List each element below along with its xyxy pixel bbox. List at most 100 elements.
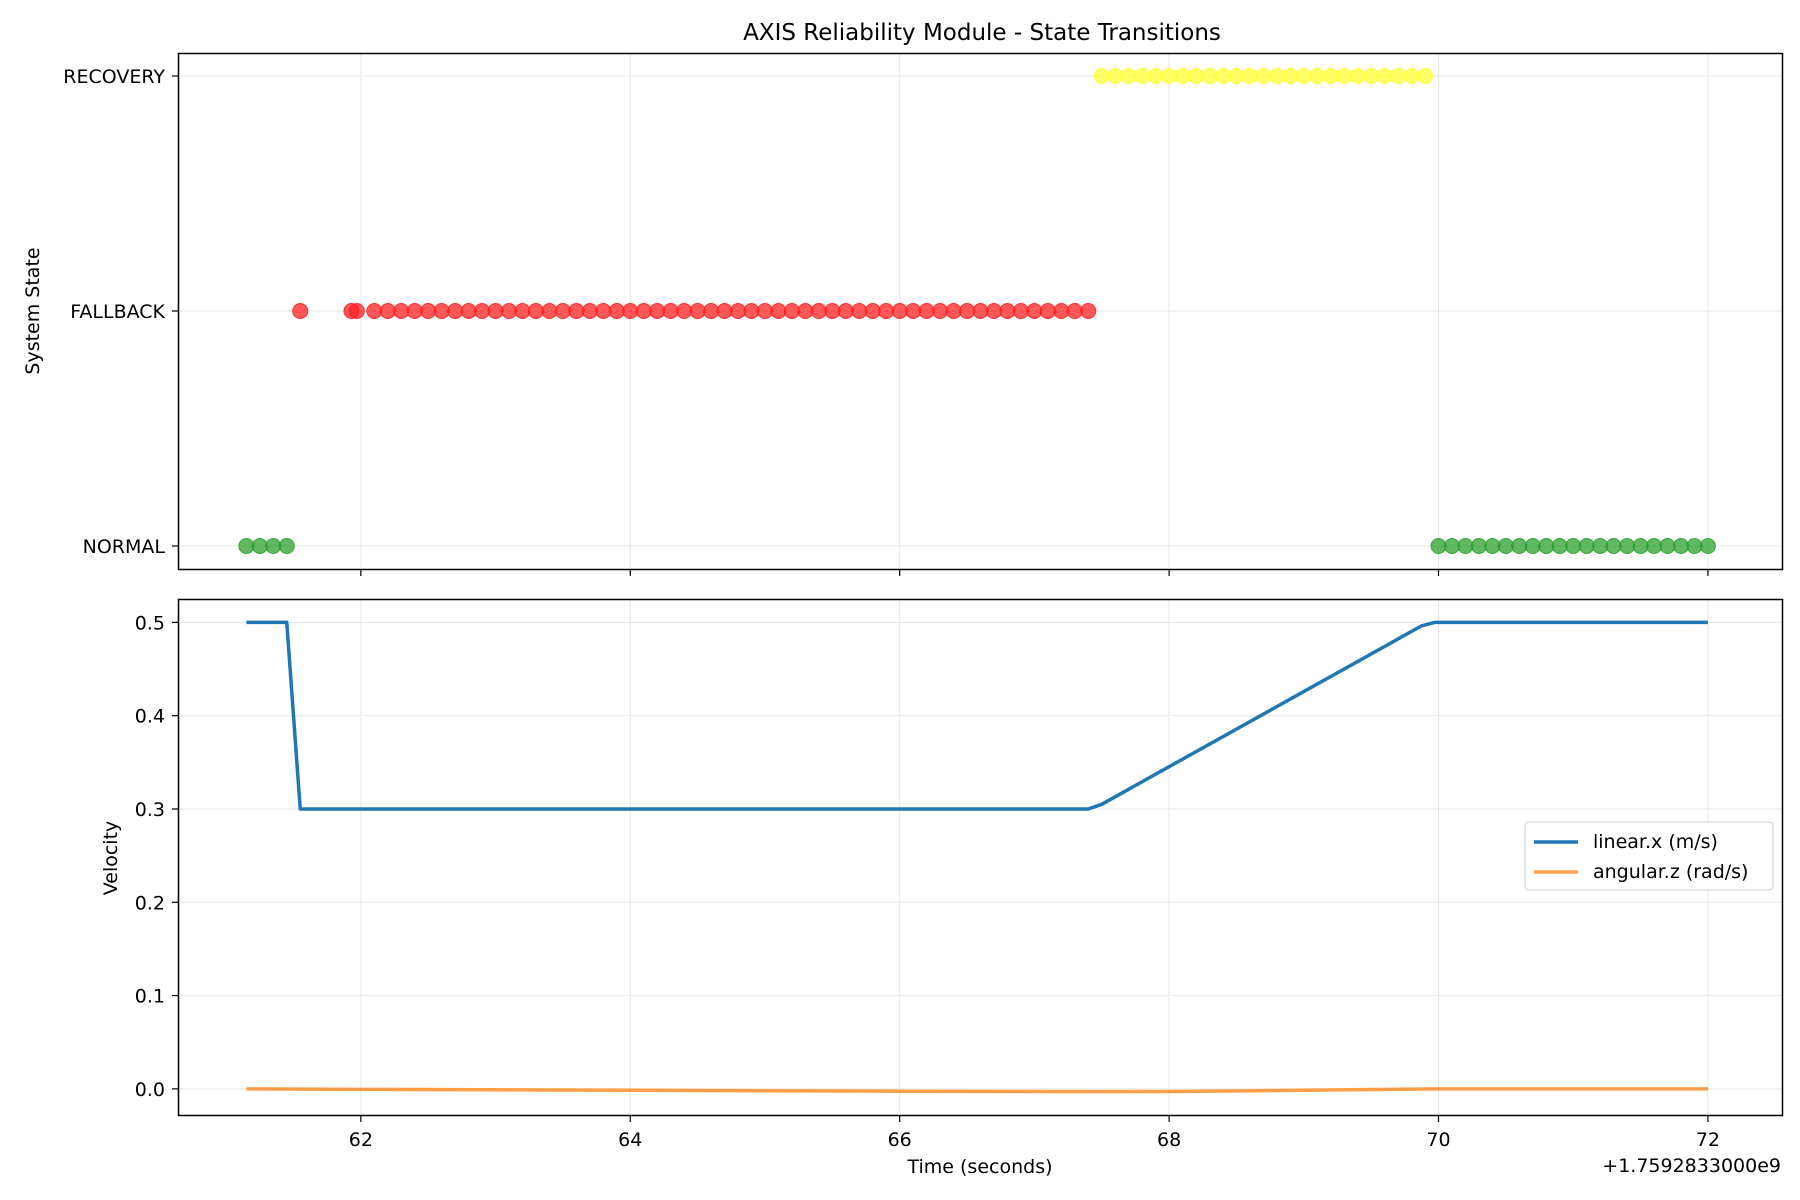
state-point-fallback: [756, 303, 773, 319]
state-point-normal: [1484, 538, 1501, 554]
velocity-ticks: 62 64 66 68 70 72 0.0 0.1 0.2 0.3 0.4 0.5: [135, 612, 1720, 1151]
state-y-tick-label: FALLBACK: [70, 301, 165, 323]
state-point-fallback: [541, 303, 558, 319]
state-point-recovery: [1134, 68, 1151, 84]
state-point-recovery: [1161, 68, 1178, 84]
state-point-fallback: [608, 303, 625, 319]
state-point-fallback: [527, 303, 544, 319]
state-point-fallback: [568, 303, 585, 319]
state-y-tick-label: NORMAL: [83, 536, 166, 558]
chart-title: AXIS Reliability Module - State Transiti…: [743, 20, 1221, 46]
state-point-normal: [1538, 538, 1555, 554]
state-point-recovery: [1214, 68, 1231, 84]
state-point-normal: [251, 538, 268, 554]
state-panel: AXIS Reliability Module - State Transiti…: [22, 20, 1784, 576]
state-point-normal: [1659, 538, 1676, 554]
velocity-lines: [246, 620, 1708, 1094]
state-point-normal: [265, 538, 282, 554]
state-point-recovery: [1093, 68, 1110, 84]
state-point-fallback: [433, 303, 450, 319]
state-point-fallback: [1039, 303, 1056, 319]
velocity-y-tick-label: 0.5: [135, 612, 165, 634]
state-point-fallback: [406, 303, 423, 319]
state-point-fallback: [292, 303, 309, 319]
state-point-fallback: [366, 303, 383, 319]
state-point-fallback: [348, 303, 365, 319]
state-point-fallback: [474, 303, 491, 319]
state-point-recovery: [1120, 68, 1137, 84]
state-point-fallback: [581, 303, 598, 319]
state-point-normal: [1497, 538, 1514, 554]
velocity-y-tick-label: 0.1: [135, 986, 165, 1008]
state-point-fallback: [420, 303, 437, 319]
state-point-fallback: [851, 303, 868, 319]
state-point-recovery: [1241, 68, 1258, 84]
state-point-recovery: [1268, 68, 1285, 84]
state-point-normal: [1686, 538, 1703, 554]
state-point-fallback: [1012, 303, 1029, 319]
state-point-fallback: [864, 303, 881, 319]
state-point-fallback: [1066, 303, 1083, 319]
state-point-fallback: [501, 303, 518, 319]
x-tick-label: 68: [1157, 1129, 1181, 1151]
state-point-normal: [1632, 538, 1649, 554]
state-point-fallback: [945, 303, 962, 319]
state-point-normal: [1511, 538, 1528, 554]
state-point-fallback: [676, 303, 693, 319]
state-point-fallback: [783, 303, 800, 319]
state-point-fallback: [837, 303, 854, 319]
state-point-fallback: [1053, 303, 1070, 319]
state-point-fallback: [514, 303, 531, 319]
state-point-fallback: [622, 303, 639, 319]
state-point-normal: [1592, 538, 1609, 554]
state-point-fallback: [972, 303, 989, 319]
velocity-line-angular: [246, 1087, 1708, 1094]
state-point-recovery: [1390, 68, 1407, 84]
state-point-normal: [278, 538, 295, 554]
state-point-fallback: [1080, 303, 1097, 319]
state-point-fallback: [716, 303, 733, 319]
state-point-recovery: [1349, 68, 1366, 84]
state-point-recovery: [1336, 68, 1353, 84]
state-point-recovery: [1255, 68, 1272, 84]
state-point-normal: [238, 538, 255, 554]
x-tick-label: 72: [1696, 1129, 1720, 1151]
legend-label-angular: angular.z (rad/s): [1593, 861, 1748, 883]
state-point-normal: [1619, 538, 1636, 554]
x-tick-label: 70: [1426, 1129, 1450, 1151]
x-offset-label: +1.7592833000e9: [1602, 1155, 1781, 1177]
velocity-y-tick-label: 0.0: [135, 1079, 165, 1101]
state-point-fallback: [379, 303, 396, 319]
state-point-recovery: [1363, 68, 1380, 84]
state-point-fallback: [649, 303, 666, 319]
state-point-fallback: [662, 303, 679, 319]
velocity-plot-frame: [177, 598, 1784, 1117]
state-point-recovery: [1174, 68, 1191, 84]
state-y-axis-label: System State: [22, 247, 44, 374]
state-point-fallback: [1026, 303, 1043, 319]
state-y-tick-label: RECOVERY: [63, 66, 165, 88]
state-point-fallback: [689, 303, 706, 319]
state-point-fallback: [932, 303, 949, 319]
state-point-normal: [1524, 538, 1541, 554]
state-point-normal: [1565, 538, 1582, 554]
state-point-fallback: [810, 303, 827, 319]
state-point-fallback: [393, 303, 410, 319]
state-point-normal: [1551, 538, 1568, 554]
state-point-fallback: [770, 303, 787, 319]
x-tick-label: 64: [618, 1129, 642, 1151]
state-point-fallback: [891, 303, 908, 319]
state-point-fallback: [985, 303, 1002, 319]
state-point-fallback: [487, 303, 504, 319]
x-tick-label: 62: [349, 1129, 373, 1151]
state-point-fallback: [595, 303, 612, 319]
state-point-recovery: [1376, 68, 1393, 84]
state-point-fallback: [824, 303, 841, 319]
state-point-normal: [1470, 538, 1487, 554]
state-point-normal: [1605, 538, 1622, 554]
state-point-recovery: [1417, 68, 1434, 84]
velocity-y-axis-label: Velocity: [100, 821, 122, 896]
state-point-fallback: [959, 303, 976, 319]
state-point-fallback: [999, 303, 1016, 319]
